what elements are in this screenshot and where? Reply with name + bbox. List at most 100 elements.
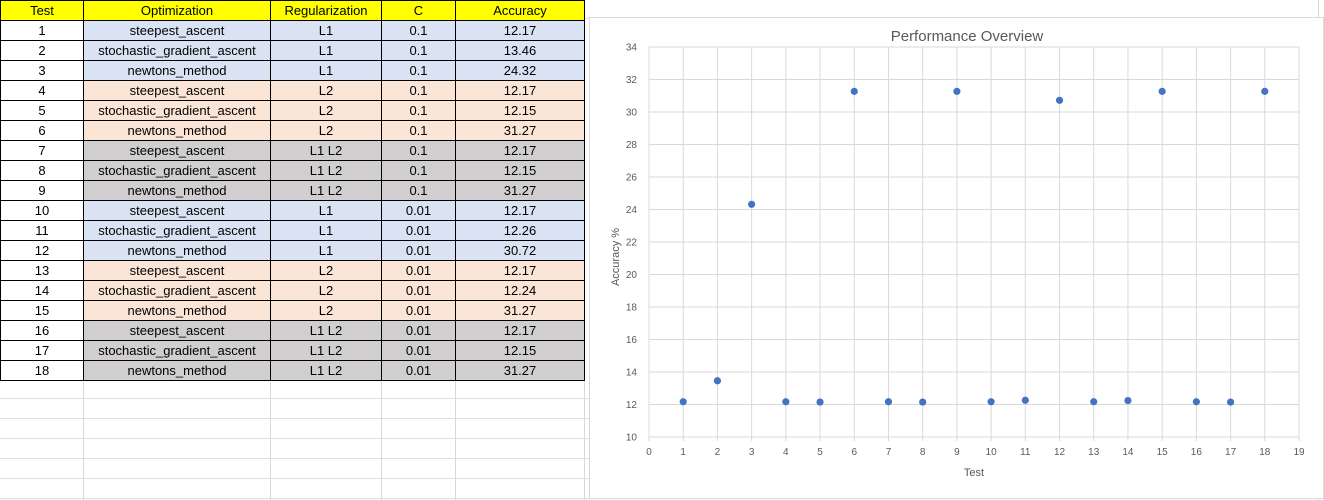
cell-c[interactable]: 0.01 [381,300,456,321]
cell-c[interactable]: 0.01 [381,360,456,381]
data-point[interactable] [884,398,893,406]
cell-accuracy[interactable]: 12.17 [455,200,585,221]
cell-c[interactable]: 0.01 [381,200,456,221]
cell-accuracy[interactable]: 12.17 [455,20,585,41]
cell-accuracy[interactable]: 12.24 [455,280,585,301]
data-point[interactable] [679,398,687,406]
cell-optimization[interactable]: newtons_method [83,180,271,201]
cell-regularization[interactable]: L1 [270,200,382,221]
cell-regularization[interactable]: L1 [270,60,382,81]
cell-regularization[interactable]: L1 L2 [270,140,382,161]
cell-regularization[interactable]: L1 [270,20,382,41]
data-point[interactable] [748,200,756,208]
cell-optimization[interactable]: steepest_ascent [83,260,271,281]
cell-optimization[interactable]: steepest_ascent [83,20,271,41]
cell-regularization[interactable]: L1 L2 [270,320,382,341]
performance-chart[interactable]: Performance Overview 0 1 2 3 4 5 6 7 8 9 10 11 12 13 1… [589,17,1324,499]
cell-accuracy[interactable]: 12.15 [455,100,585,121]
cell-optimization[interactable]: stochastic_gradient_ascent [83,280,271,301]
data-point[interactable] [1021,396,1029,404]
cell-c[interactable]: 0.1 [381,40,456,61]
cell-accuracy[interactable]: 12.17 [455,260,585,281]
cell-test[interactable]: 4 [0,80,84,101]
table-row[interactable]: 2 stochastic_gradient_ascent L1 0.1 13.46 [0,40,585,61]
data-point[interactable] [919,398,927,406]
cell-optimization[interactable]: stochastic_gradient_ascent [83,40,271,61]
cell-regularization[interactable]: L2 [270,80,382,101]
cell-c[interactable]: 0.01 [381,320,456,341]
data-point[interactable] [816,398,824,406]
cell-test[interactable]: 14 [0,280,84,301]
cell-c[interactable]: 0.1 [381,140,456,161]
cell-optimization[interactable]: stochastic_gradient_ascent [83,160,271,181]
cell-c[interactable]: 0.1 [381,20,456,41]
cell-regularization[interactable]: L1 L2 [270,360,382,381]
table-row[interactable]: 3 newtons_method L1 0.1 24.32 [0,60,585,81]
cell-regularization[interactable]: L1 L2 [270,180,382,201]
cell-regularization[interactable]: L1 L2 [270,160,382,181]
table-row[interactable]: 18 newtons_method L1 L2 0.01 31.27 [0,360,585,381]
cell-accuracy[interactable]: 24.32 [455,60,585,81]
cell-accuracy[interactable]: 30.72 [455,240,585,261]
table-row[interactable]: 4 steepest_ascent L2 0.1 12.17 [0,80,585,101]
cell-regularization[interactable]: L2 [270,280,382,301]
table-row[interactable]: 17 stochastic_gradient_ascent L1 L2 0.01 12.… [0,340,585,361]
cell-test[interactable]: 9 [0,180,84,201]
cell-test[interactable]: 16 [0,320,84,341]
cell-regularization[interactable]: L2 [270,260,382,281]
table-row[interactable]: 16 steepest_ascent L1 L2 0.01 12.17 [0,320,585,341]
cell-test[interactable]: 15 [0,300,84,321]
table-row[interactable]: 1 steepest_ascent L1 0.1 12.17 [0,20,585,41]
cell-accuracy[interactable]: 13.46 [455,40,585,61]
cell-optimization[interactable]: newtons_method [83,120,271,141]
cell-test[interactable]: 8 [0,160,84,181]
cell-regularization[interactable]: L1 [270,240,382,261]
cell-optimization[interactable]: stochastic_gradient_ascent [83,100,271,121]
cell-c[interactable]: 0.1 [381,120,456,141]
cell-accuracy[interactable]: 31.27 [455,180,585,201]
cell-c[interactable]: 0.01 [381,340,456,361]
cell-c[interactable]: 0.01 [381,220,456,241]
table-row[interactable]: 12 newtons_method L1 0.01 30.72 [0,240,585,261]
cell-optimization[interactable]: steepest_ascent [83,80,271,101]
cell-test[interactable]: 5 [0,100,84,121]
cell-regularization[interactable]: L2 [270,120,382,141]
table-row[interactable]: 7 steepest_ascent L1 L2 0.1 12.17 [0,140,585,161]
cell-c[interactable]: 0.01 [381,240,456,261]
data-point[interactable] [1261,87,1269,95]
cell-optimization[interactable]: steepest_ascent [83,140,271,161]
cell-c[interactable]: 0.1 [381,60,456,81]
cell-regularization[interactable]: L2 [270,300,382,321]
cell-test[interactable]: 10 [0,200,84,221]
data-point[interactable] [713,377,722,385]
header-c[interactable]: C [381,0,456,21]
header-test[interactable]: Test [0,0,84,21]
cell-optimization[interactable]: stochastic_gradient_ascent [83,340,271,361]
cell-accuracy[interactable]: 12.17 [455,320,585,341]
cell-c[interactable]: 0.01 [381,260,456,281]
cell-c[interactable]: 0.01 [381,280,456,301]
cell-test[interactable]: 12 [0,240,84,261]
cell-c[interactable]: 0.1 [381,160,456,181]
cell-optimization[interactable]: steepest_ascent [83,320,271,341]
cell-test[interactable]: 3 [0,60,84,81]
cell-accuracy[interactable]: 12.15 [455,340,585,361]
cell-optimization[interactable]: steepest_ascent [83,200,271,221]
data-point[interactable] [1124,397,1132,405]
cell-optimization[interactable]: newtons_method [83,300,271,321]
cell-accuracy[interactable]: 12.17 [455,140,585,161]
table-row[interactable]: 10 steepest_ascent L1 0.01 12.17 [0,200,585,221]
cell-test[interactable]: 7 [0,140,84,161]
cell-test[interactable]: 17 [0,340,84,361]
cell-accuracy[interactable]: 31.27 [455,120,585,141]
cell-c[interactable]: 0.1 [381,80,456,101]
data-point[interactable] [953,87,961,95]
cell-regularization[interactable]: L1 L2 [270,340,382,361]
table-row[interactable]: 9 newtons_method L1 L2 0.1 31.27 [0,180,585,201]
cell-c[interactable]: 0.1 [381,180,456,201]
table-row[interactable]: 15 newtons_method L2 0.01 31.27 [0,300,585,321]
cell-accuracy[interactable]: 31.27 [455,300,585,321]
table-row[interactable]: 11 stochastic_gradient_ascent L1 0.01 12.26 [0,220,585,241]
cell-test[interactable]: 1 [0,20,84,41]
cell-accuracy[interactable]: 12.26 [455,220,585,241]
